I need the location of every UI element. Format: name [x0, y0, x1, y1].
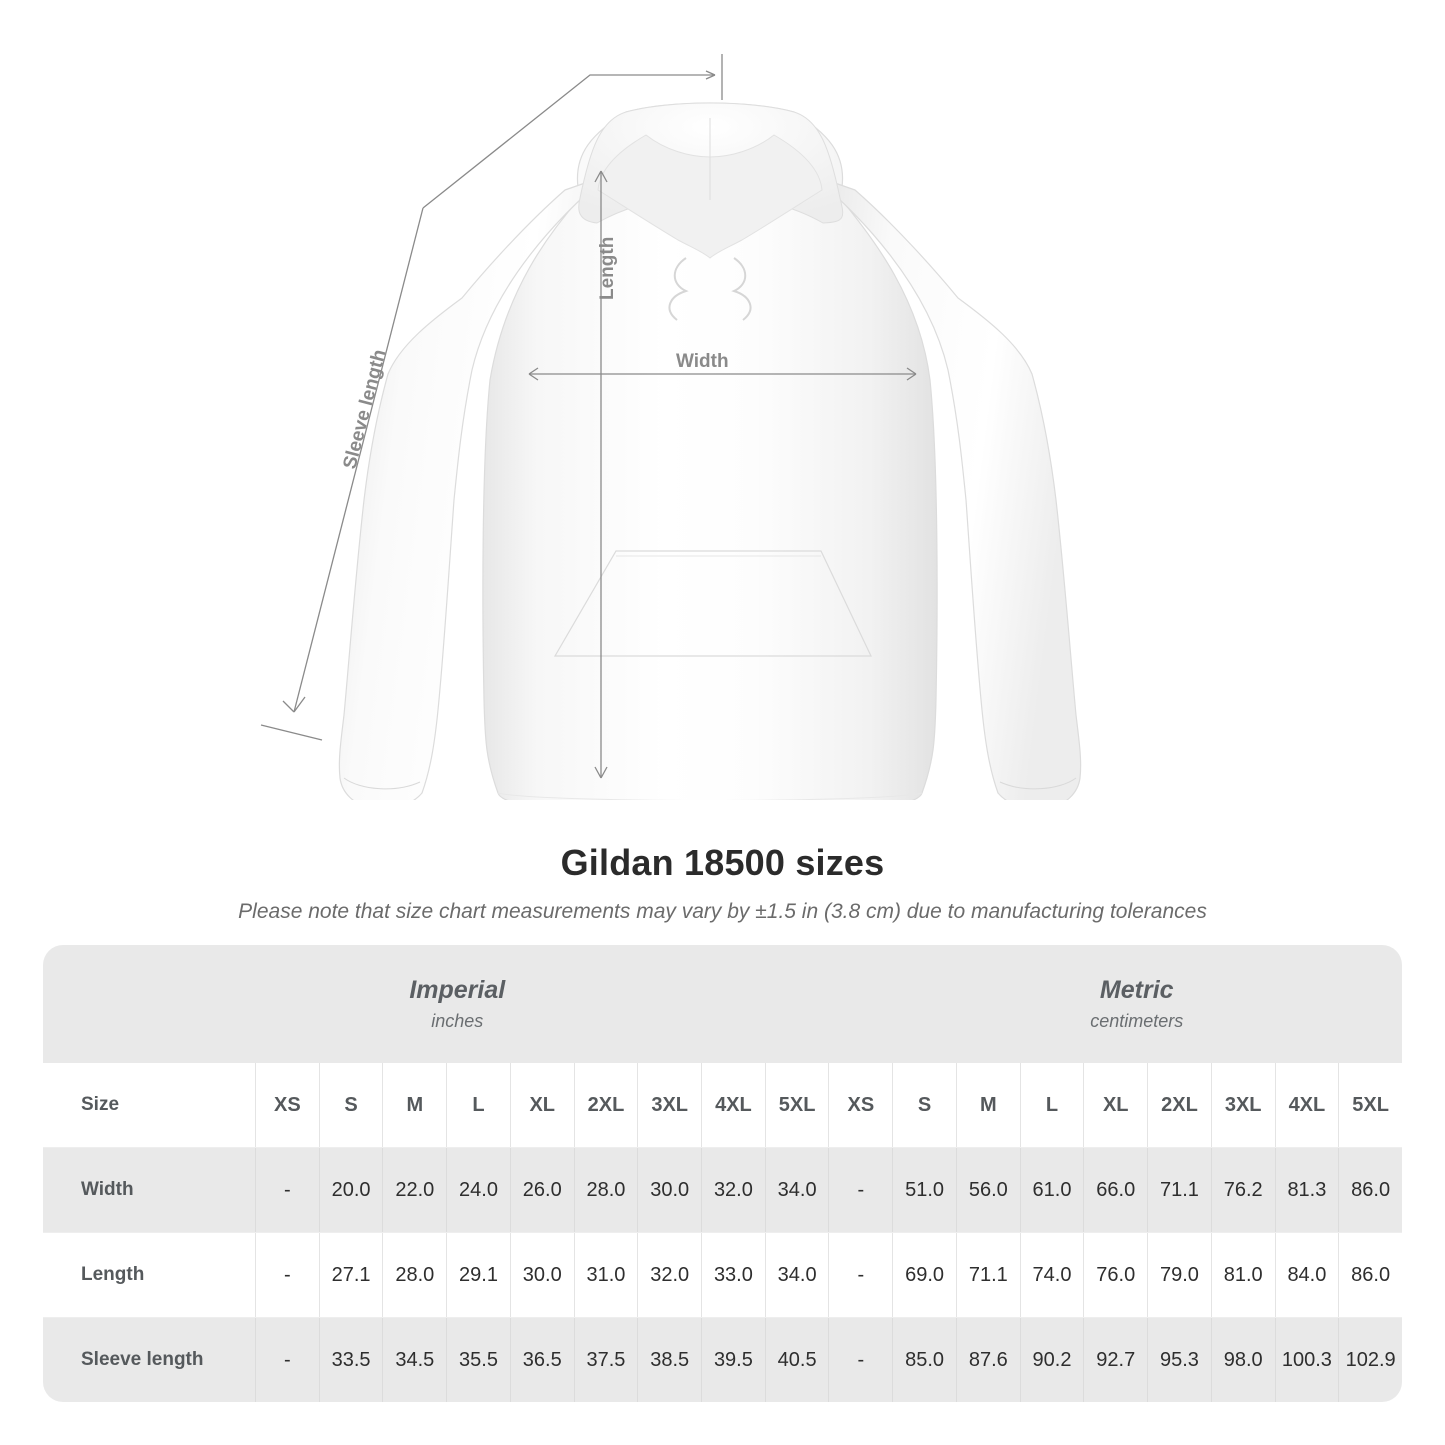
svg-text:Length: Length	[597, 237, 618, 300]
svg-text:Width: Width	[676, 351, 729, 372]
